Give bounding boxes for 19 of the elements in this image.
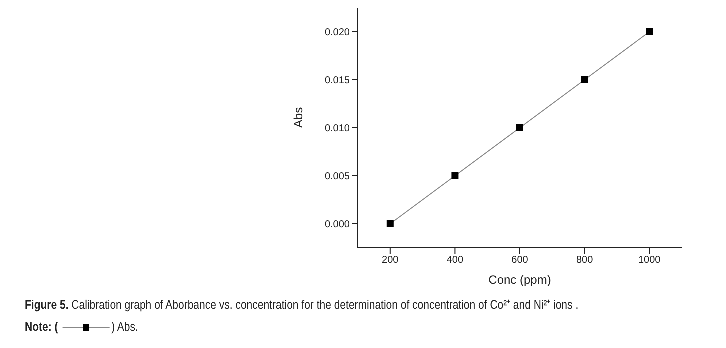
x-tick-label: 600 <box>512 255 529 266</box>
x-tick-label: 200 <box>382 255 400 266</box>
y-tick-label: 0.020 <box>324 28 350 39</box>
point <box>646 28 654 36</box>
y-tick-label: 0.010 <box>324 124 350 135</box>
x-tick-label: 400 <box>446 255 464 266</box>
legend-title: Note: ( <box>25 320 60 334</box>
point <box>452 172 459 180</box>
x-tick-label: 800 <box>576 255 594 266</box>
x-tick-label: 1000 <box>638 255 662 266</box>
point <box>516 124 524 132</box>
y-tick-label: 0.015 <box>324 76 350 87</box>
point <box>581 76 588 84</box>
legend-label: ) Abs. <box>110 320 138 334</box>
caption: Figure 5. Calibration graph of Aborbance vs. concentration for the determination of concentration of Co²⁺ and Ni²⁺ ions . <box>25 298 579 312</box>
y-tick-label: 0.000 <box>324 220 350 231</box>
y-tick-label: 0.005 <box>324 172 350 183</box>
y-axis-title: Abs <box>291 107 306 128</box>
point <box>386 220 394 228</box>
